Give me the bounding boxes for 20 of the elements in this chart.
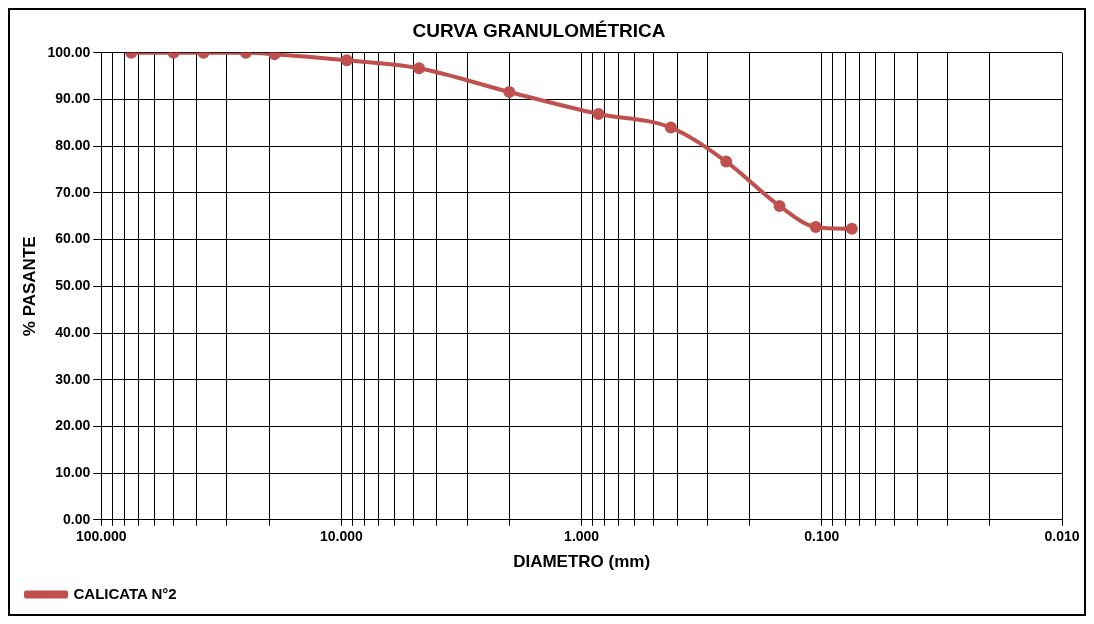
chart-title: CURVA GRANULOMÉTRICA bbox=[412, 19, 666, 41]
x-tick-label: 0.010 bbox=[1044, 528, 1080, 545]
y-tick-label: 10.00 bbox=[55, 463, 91, 480]
y-tick-label: 100.00 bbox=[47, 43, 91, 60]
y-tick-label: 50.00 bbox=[55, 277, 91, 294]
y-tick-label: 20.00 bbox=[55, 417, 91, 434]
legend-label: CALICATA N°2 bbox=[73, 584, 177, 602]
y-tick-label: 70.00 bbox=[55, 183, 91, 200]
x-tick-label: 100.000 bbox=[75, 528, 127, 545]
y-tick-label: 0.00 bbox=[62, 510, 91, 527]
y-tick-label: 60.00 bbox=[55, 230, 91, 247]
x-tick-label: 0.100 bbox=[804, 528, 840, 545]
x-tick-label: 10.000 bbox=[320, 528, 364, 545]
y-tick-label: 80.00 bbox=[55, 137, 91, 154]
y-tick-label: 30.00 bbox=[55, 370, 91, 387]
y-tick-label: 90.00 bbox=[55, 90, 91, 107]
y-tick-label: 40.00 bbox=[55, 323, 91, 340]
x-tick-label: 1.000 bbox=[564, 528, 600, 545]
y-axis-title: % PASANTE bbox=[19, 236, 39, 337]
x-axis-title: DIAMETRO (mm) bbox=[513, 552, 651, 572]
